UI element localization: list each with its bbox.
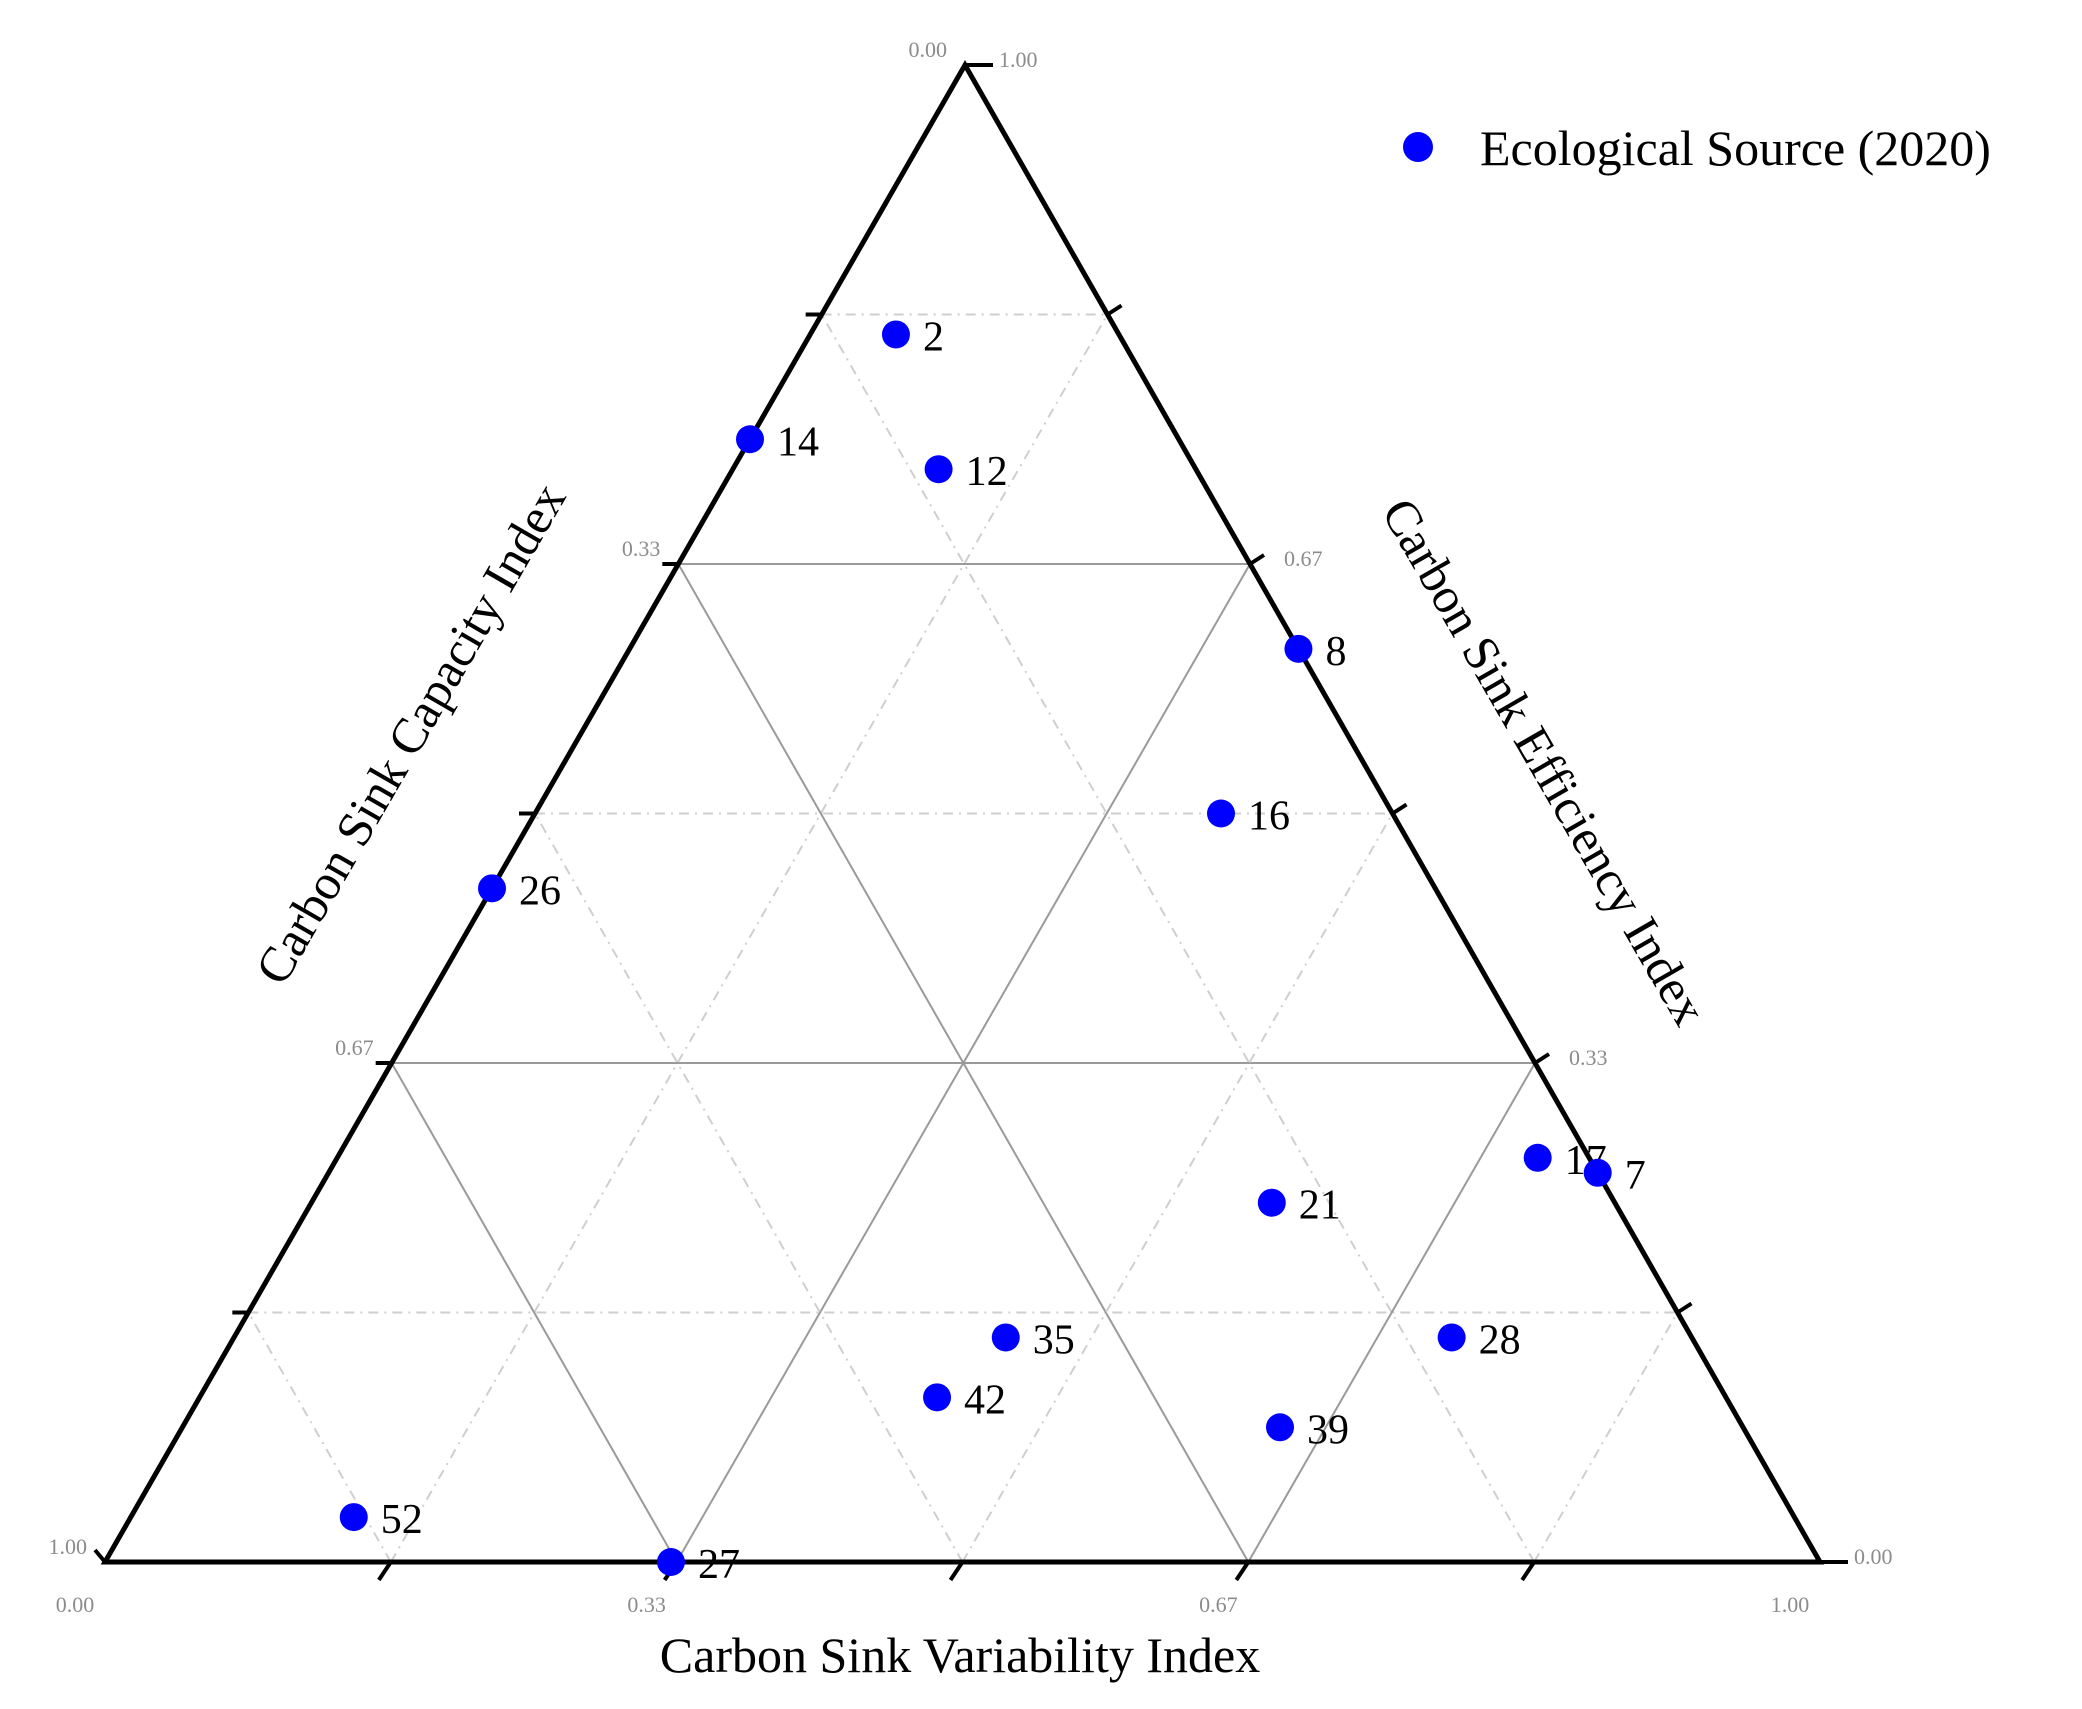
point-label: 16 [1248, 794, 1290, 840]
point-label: 8 [1325, 629, 1346, 675]
right-tick-label: 0.33 [1569, 1045, 1608, 1070]
data-point [1257, 1188, 1286, 1217]
bottom-tick-label: 0.33 [627, 1592, 666, 1617]
data-point [478, 874, 506, 903]
bottom-tick-label: 0.00 [56, 1592, 95, 1617]
point-label: 7 [1625, 1153, 1646, 1199]
data-point [339, 1503, 368, 1532]
bottom-axis-tick [1234, 1560, 1250, 1582]
point-label: 27 [698, 1542, 740, 1588]
right-axis-tick [1248, 553, 1266, 566]
bottom-tick-label: 0.67 [1199, 1592, 1238, 1617]
right-tick-label: 0.00 [1854, 1544, 1893, 1569]
left-tick-label: 0.33 [622, 536, 661, 561]
point-label: 42 [964, 1377, 1006, 1423]
data-point [1523, 1143, 1552, 1172]
right-axis-tick [1106, 303, 1123, 317]
gridline [247, 1312, 392, 1563]
point-label: 26 [519, 868, 561, 914]
point-label: 52 [381, 1497, 423, 1543]
right-axis-tick [1391, 802, 1408, 816]
point-label: 12 [966, 449, 1008, 495]
point-label: 28 [1479, 1317, 1521, 1363]
bottom-axis-tick [1520, 1560, 1536, 1582]
data-point [924, 455, 953, 484]
left-axis-title: Carbon Sink Capacity Index [244, 474, 576, 994]
data-point [881, 320, 910, 349]
data-point [1583, 1158, 1612, 1187]
gridline [1247, 1062, 1536, 1563]
right-axis-title: Carbon Sink Efficiency Index [1371, 489, 1718, 1034]
data-point [991, 1323, 1020, 1352]
bottom-axis-tick [377, 1560, 393, 1582]
data-point [736, 425, 764, 454]
gridline [390, 1062, 678, 1563]
point-label: 21 [1299, 1183, 1341, 1229]
data-point [923, 1383, 952, 1412]
right-tick-label: 0.67 [1284, 546, 1323, 571]
bottom-axis-tick [948, 1560, 965, 1582]
gridline [534, 813, 964, 1563]
axis-titles: Carbon Sink Variability Index Carbon Sin… [244, 474, 1718, 1683]
left-tick-label: 0.00 [909, 37, 948, 62]
point-label: 14 [777, 419, 819, 465]
left-tick-label: 1.00 [49, 1534, 88, 1559]
left-tick-label: 0.67 [335, 1035, 374, 1060]
data-point [656, 1548, 685, 1576]
gridline [1533, 1312, 1679, 1563]
gridline [675, 563, 1251, 1563]
legend: Ecological Source (2020) [1403, 120, 1991, 176]
right-axis-tick [1533, 1052, 1551, 1065]
data-point [1437, 1323, 1466, 1352]
legend-label: Ecological Source (2020) [1480, 120, 1991, 176]
point-label: 39 [1307, 1407, 1349, 1453]
right-axis-tick [1676, 1301, 1693, 1315]
right-tick-label: 1.00 [999, 47, 1038, 72]
left-vertex-tick [93, 1548, 107, 1564]
grid [247, 313, 1679, 1563]
data-point [1266, 1413, 1294, 1442]
axis-ticks: 0.00 0.33 0.67 1.00 0.00 0.33 0.67 1.00 1.00 0.67… [49, 37, 1893, 1617]
bottom-axis-title: Carbon Sink Variability Index [660, 1627, 1260, 1683]
data-point [1207, 799, 1235, 828]
bottom-tick-label: 1.00 [1771, 1592, 1810, 1617]
gridline [389, 314, 1109, 1563]
point-label: 2 [923, 314, 944, 360]
point-label: 35 [1033, 1317, 1075, 1363]
data-point [1284, 634, 1313, 663]
legend-marker [1403, 132, 1433, 162]
